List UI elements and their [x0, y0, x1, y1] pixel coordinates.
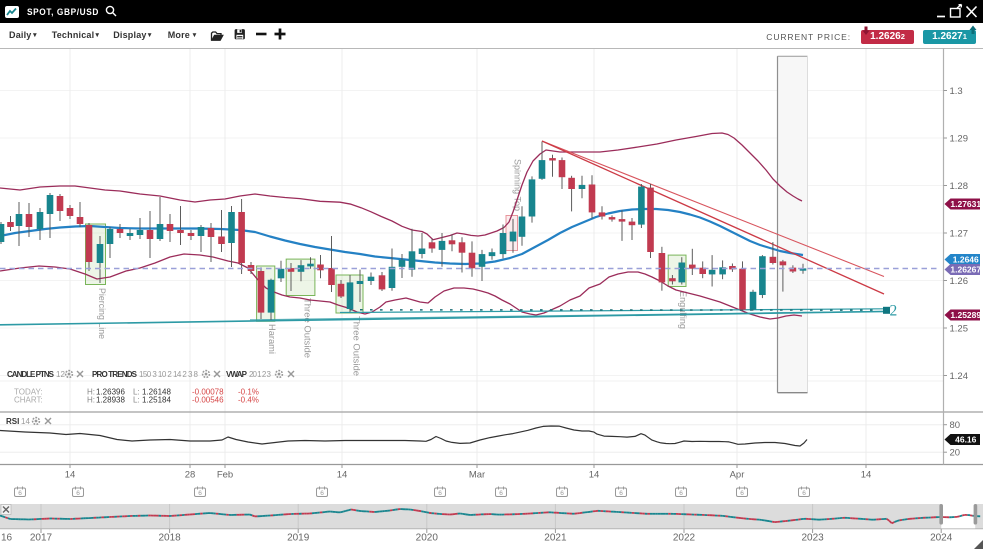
svg-text:-0.4%: -0.4%: [238, 396, 259, 405]
svg-text:1.24: 1.24: [950, 371, 969, 382]
svg-text:2: 2: [890, 303, 898, 320]
svg-text:Feb: Feb: [217, 470, 233, 481]
svg-text:2021: 2021: [544, 533, 567, 544]
svg-text:1.2646: 1.2646: [953, 255, 979, 265]
svg-text:12: 12: [56, 370, 65, 379]
svg-text:6: 6: [320, 490, 324, 497]
svg-text:6: 6: [740, 490, 744, 497]
svg-text:PRO TRENDS: PRO TRENDS: [92, 370, 138, 379]
svg-text:2018: 2018: [158, 533, 181, 544]
svg-text:1.25289: 1.25289: [950, 310, 981, 320]
svg-text:CANDLE PTNS: CANDLE PTNS: [7, 370, 55, 379]
svg-text:1.26396: 1.26396: [96, 388, 125, 397]
svg-text:Three Outside: Three Outside: [351, 316, 362, 376]
svg-text:H:: H:: [87, 396, 95, 405]
svg-text:2024: 2024: [930, 533, 953, 544]
svg-text:6: 6: [438, 490, 442, 497]
svg-text:SPOT, GBP/USD: SPOT, GBP/USD: [27, 7, 99, 18]
svg-text:RSI: RSI: [6, 417, 19, 426]
svg-text:46.16: 46.16: [955, 435, 977, 445]
svg-text:6: 6: [802, 490, 806, 497]
svg-text:14: 14: [21, 417, 30, 426]
svg-text:1.26148: 1.26148: [142, 388, 171, 397]
svg-text:H:: H:: [87, 388, 95, 397]
svg-text:Piercing Line: Piercing Line: [96, 288, 107, 339]
svg-text:14: 14: [589, 470, 600, 481]
svg-text:6: 6: [499, 490, 503, 497]
svg-text:14: 14: [65, 470, 76, 481]
svg-text:16: 16: [1, 533, 13, 544]
svg-text:TODAY:: TODAY:: [14, 388, 43, 397]
svg-text:1.25184: 1.25184: [142, 396, 171, 405]
svg-text:2020: 2020: [416, 533, 439, 544]
svg-text:1.28938: 1.28938: [96, 396, 125, 405]
svg-text:-0.00546: -0.00546: [192, 396, 224, 405]
svg-text:Apr: Apr: [730, 470, 745, 481]
svg-text:-0.1%: -0.1%: [238, 388, 259, 397]
svg-text:1.26267: 1.26267: [950, 265, 981, 275]
svg-text:Mar: Mar: [469, 470, 485, 481]
svg-text:1.29: 1.29: [950, 134, 969, 145]
svg-text:6: 6: [76, 490, 80, 497]
svg-text:Harami: Harami: [266, 324, 277, 354]
svg-text:20: 20: [950, 448, 961, 459]
svg-text:L:: L:: [133, 388, 140, 397]
svg-text:6: 6: [18, 490, 22, 497]
svg-text:14: 14: [861, 470, 872, 481]
svg-text:6: 6: [560, 490, 564, 497]
svg-text:6: 6: [679, 490, 683, 497]
svg-text:CHART:: CHART:: [14, 396, 43, 405]
svg-text:2017: 2017: [30, 533, 53, 544]
svg-text:1.3: 1.3: [950, 86, 963, 97]
svg-text:28: 28: [185, 470, 196, 481]
svg-text:1.28: 1.28: [950, 181, 969, 192]
svg-text:1.27631: 1.27631: [950, 199, 981, 209]
svg-text:-0.00078: -0.00078: [192, 388, 224, 397]
svg-text:VWAP: VWAP: [226, 370, 248, 379]
svg-text:6: 6: [198, 490, 202, 497]
svg-text:2023: 2023: [801, 533, 824, 544]
svg-text:20 1 2 3: 20 1 2 3: [249, 370, 272, 379]
svg-text:80: 80: [950, 420, 961, 431]
svg-text:Three Outside: Three Outside: [302, 298, 313, 358]
svg-text:L:: L:: [133, 396, 140, 405]
svg-text:1.27: 1.27: [950, 229, 969, 240]
svg-text:6: 6: [619, 490, 623, 497]
svg-text:1.25: 1.25: [950, 324, 969, 335]
svg-text:2022: 2022: [673, 533, 696, 544]
svg-text:2019: 2019: [287, 533, 310, 544]
svg-text:150 3 10 2 14 2 3 8: 150 3 10 2 14 2 3 8: [139, 370, 199, 379]
svg-text:1.26: 1.26: [950, 276, 969, 287]
svg-text:14: 14: [337, 470, 348, 481]
svg-text:Spinning Top: Spinning Top: [512, 159, 523, 211]
